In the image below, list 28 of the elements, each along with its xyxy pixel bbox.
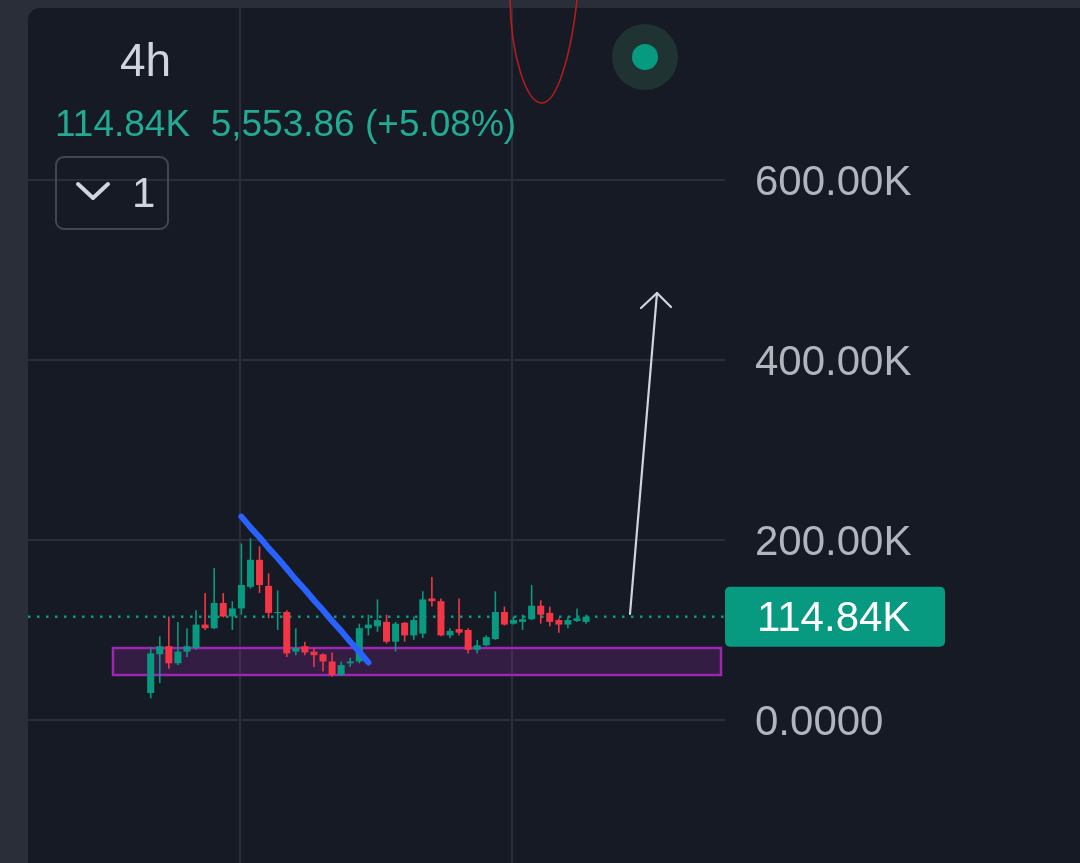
candlestick (455, 597, 463, 637)
candlestick (328, 651, 336, 678)
annotation: 1 (132, 169, 156, 216)
candlestick (500, 605, 508, 627)
y-tick-label: 600.00K (755, 156, 912, 204)
ref-line-label: 114.84K (757, 593, 911, 641)
candlestick (292, 627, 300, 656)
candlestick (537, 599, 545, 625)
candlestick (156, 635, 164, 684)
candlestick (464, 627, 472, 655)
candlestick (237, 542, 245, 616)
text: 4h (120, 34, 172, 86)
y-tick-label: 0.0000 (755, 696, 884, 744)
candlestick (165, 615, 173, 670)
y-tick-label: 200.00K (755, 516, 912, 564)
candlestick (174, 621, 182, 666)
candlestick (528, 584, 536, 621)
candlestick (183, 627, 191, 658)
text: 114.84K 5,553.86 (+5.08%) (55, 103, 517, 144)
candlestick (192, 609, 200, 651)
candlestick (274, 589, 282, 631)
dropdown-button: 1 (55, 156, 169, 230)
y-tick-label: 400.00K (755, 336, 912, 384)
candlestick (401, 621, 409, 643)
candlestick (546, 605, 554, 628)
candlestick (392, 621, 400, 653)
candlestick (383, 613, 391, 645)
candlestick (219, 592, 227, 619)
